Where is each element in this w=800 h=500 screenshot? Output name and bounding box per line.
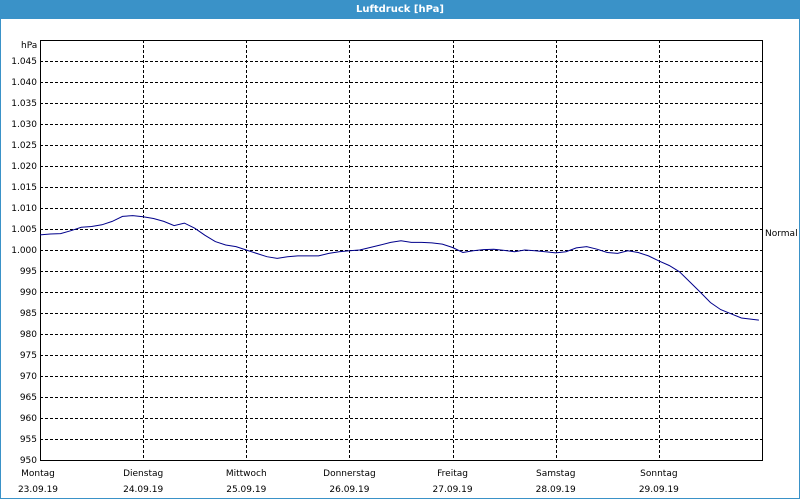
x-tick-date-label: 27.09.19 <box>433 485 473 495</box>
y-tick-label: 995 <box>20 267 37 277</box>
y-tick-label: 965 <box>20 393 37 403</box>
y-tick-label: 1.015 <box>11 183 37 193</box>
x-tick-day-label: Donnerstag <box>323 469 376 479</box>
pressure-series-line <box>39 215 759 321</box>
y-tick-label: 1.025 <box>11 141 37 151</box>
y-tick-label: 1.030 <box>11 120 37 130</box>
y-tick-label: 990 <box>20 288 37 298</box>
y-tick-label: 1.010 <box>11 204 37 214</box>
y-axis-unit-label: hPa <box>21 41 37 51</box>
y-tick-label: 970 <box>20 372 37 382</box>
x-tick-date-label: 29.09.19 <box>639 485 679 495</box>
x-tick-date-label: 28.09.19 <box>536 485 576 495</box>
x-tick-day-label: Dienstag <box>123 469 163 479</box>
x-tick-date-label: 23.09.19 <box>18 485 58 495</box>
normal-reference-label: Normal <box>765 229 798 239</box>
x-tick-day-label: Sonntag <box>640 469 677 479</box>
y-tick-labels: 950 955 960 965 970 975 980 985 990 995 1.000 1.005… <box>11 57 37 466</box>
x-tick-date-label: 26.09.19 <box>329 485 369 495</box>
y-tick-label: 960 <box>20 414 37 424</box>
x-tick-day-label: Montag <box>21 469 55 479</box>
plot-area-border <box>40 40 763 461</box>
y-tick-label: 950 <box>20 456 37 466</box>
x-tick-day-label: Samstag <box>536 469 575 479</box>
y-tick-label: 975 <box>20 351 37 361</box>
y-tick-label: 1.000 <box>11 246 37 256</box>
y-tick-label: 1.020 <box>11 162 37 172</box>
y-tick-label: 1.005 <box>11 225 37 235</box>
y-tick-label: 1.040 <box>11 78 37 88</box>
y-tick-label: 980 <box>20 330 37 340</box>
grid <box>40 40 762 460</box>
x-tick-date-label: 25.09.19 <box>226 485 266 495</box>
x-tick-labels: Montag 23.09.19 Dienstag 24.09.19 Mittwoch 25… <box>18 469 679 495</box>
chart-title: Luftdruck [hPa] <box>0 0 800 19</box>
y-tick-label: 985 <box>20 309 37 319</box>
x-tick-day-label: Freitag <box>437 469 468 479</box>
x-tick-day-label: Mittwoch <box>226 469 267 479</box>
y-tick-label: 1.035 <box>11 99 37 109</box>
y-tick-label: 1.045 <box>11 57 37 67</box>
x-tick-date-label: 24.09.19 <box>123 485 163 495</box>
y-tick-label: 955 <box>20 435 37 445</box>
